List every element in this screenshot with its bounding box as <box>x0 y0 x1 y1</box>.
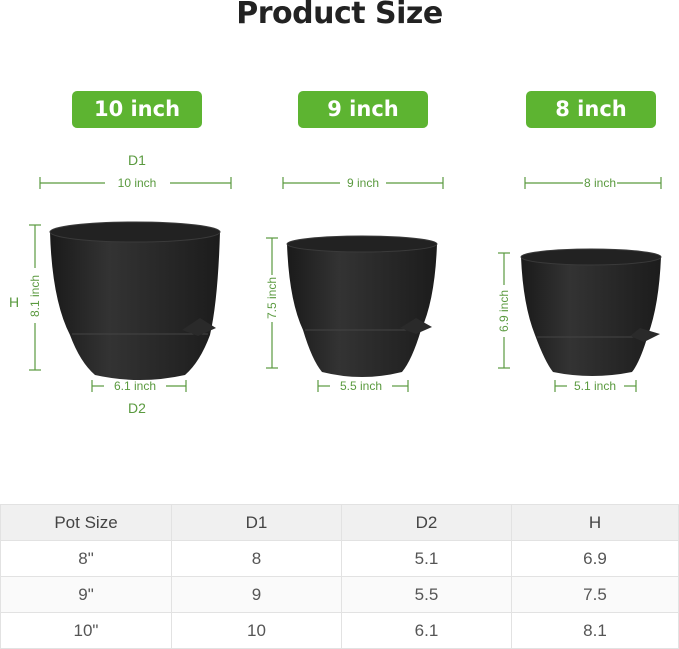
header-h: H <box>511 504 679 541</box>
cell: 8" <box>0 540 172 577</box>
size-badge-10: 10 inch <box>72 91 202 128</box>
cell: 10" <box>0 612 172 649</box>
cell: 6.9 <box>511 540 679 577</box>
pot-9-inch <box>286 235 438 377</box>
pot-10-inch <box>49 221 221 380</box>
cell: 6.1 <box>341 612 512 649</box>
cell: 8.1 <box>511 612 679 649</box>
pot-8-d1: 8 inch <box>584 176 616 190</box>
cell: 8 <box>171 540 342 577</box>
pot-8-h: 6.9 inch <box>497 290 511 332</box>
table-row: 9" 9 5.5 7.5 <box>0 576 679 613</box>
pot-9-d2: 5.5 inch <box>340 379 382 393</box>
pot-8-d2: 5.1 inch <box>574 379 616 393</box>
d2-label: D2 <box>128 400 146 416</box>
pot-8-inch <box>520 248 662 376</box>
h-label: H <box>9 294 19 310</box>
header-pot-size: Pot Size <box>0 504 172 541</box>
pot-9-d1: 9 inch <box>347 176 379 190</box>
cell: 5.1 <box>341 540 512 577</box>
pot-10-h: 8.1 inch <box>28 275 42 317</box>
cell: 7.5 <box>511 576 679 613</box>
header-d1: D1 <box>171 504 342 541</box>
size-badge-9: 9 inch <box>298 91 428 128</box>
pot-10-d1: 10 inch <box>118 176 157 190</box>
header-d2: D2 <box>341 504 512 541</box>
table-header: Pot Size D1 D2 H <box>0 504 679 541</box>
cell: 9" <box>0 576 172 613</box>
size-table: Pot Size D1 D2 H 8" 8 5.1 6.9 9" 9 5.5 7… <box>0 504 679 649</box>
pot-10-d2: 6.1 inch <box>114 379 156 393</box>
pot-9-h: 7.5 inch <box>265 277 279 319</box>
d1-label: D1 <box>128 152 146 168</box>
cell: 5.5 <box>341 576 512 613</box>
table-row: 8" 8 5.1 6.9 <box>0 540 679 577</box>
cell: 10 <box>171 612 342 649</box>
cell: 9 <box>171 576 342 613</box>
pot-illustrations: D1 10 inch H 8.1 inch 6.1 inch D2 9 inch… <box>9 152 662 416</box>
size-badge-8: 8 inch <box>526 91 656 128</box>
page-title: Product Size <box>236 0 443 31</box>
table-row: 10" 10 6.1 8.1 <box>0 612 679 649</box>
